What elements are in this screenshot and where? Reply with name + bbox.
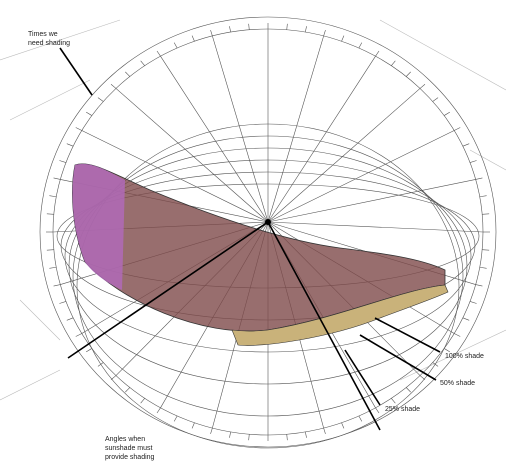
annotation: provide shading xyxy=(105,454,155,461)
grid-line xyxy=(391,60,396,66)
grid-line xyxy=(75,333,82,337)
grid-line xyxy=(191,422,195,429)
grid-line xyxy=(46,213,54,215)
grid-line xyxy=(405,387,411,393)
grid-line xyxy=(454,333,461,337)
grid-line xyxy=(462,317,470,321)
grid-line xyxy=(85,348,93,353)
grid-line xyxy=(53,284,61,287)
grid-line xyxy=(341,422,345,429)
grid-line xyxy=(454,127,461,131)
grid-line xyxy=(125,387,131,393)
annotation: 100% shade xyxy=(445,353,484,360)
grid-line xyxy=(66,317,74,321)
grid-line xyxy=(140,398,145,404)
grid-line xyxy=(248,23,250,30)
grid-line xyxy=(482,249,490,251)
grid-line xyxy=(59,160,67,163)
grid-line xyxy=(53,177,61,180)
grid-line xyxy=(305,26,307,33)
grid-line xyxy=(405,71,411,77)
grid-line xyxy=(479,266,487,269)
grid-line xyxy=(462,143,470,147)
grid-line xyxy=(49,195,57,198)
grid-line xyxy=(140,60,145,66)
grid-line xyxy=(248,434,250,441)
annotation: need shading xyxy=(28,40,70,47)
annotation: sunshade must xyxy=(105,445,153,452)
grid-line xyxy=(49,266,57,269)
annotation: Angles when xyxy=(105,436,145,443)
grid-line xyxy=(475,284,483,287)
annotation: Times we xyxy=(28,31,58,38)
grid-line xyxy=(323,427,326,434)
grid-line xyxy=(305,431,307,438)
grid-line xyxy=(68,147,468,385)
grid-line xyxy=(229,431,231,438)
grid-line xyxy=(419,83,426,89)
grid-line xyxy=(110,83,117,89)
grid-line xyxy=(212,35,269,223)
grid-line xyxy=(75,127,82,131)
grid-line xyxy=(432,362,439,367)
grid-line xyxy=(229,26,231,33)
background-map xyxy=(0,19,506,401)
grid-line xyxy=(156,407,161,414)
grid-line xyxy=(358,415,363,422)
grid-line xyxy=(482,213,490,215)
grid-line xyxy=(59,301,67,304)
grid-line xyxy=(341,35,345,42)
grid-line xyxy=(443,111,451,116)
shade-band-purple xyxy=(72,163,125,290)
grid-line xyxy=(72,135,464,417)
grid-line xyxy=(443,348,451,353)
grid-line xyxy=(267,56,376,223)
grid-line xyxy=(97,362,104,367)
grid-line xyxy=(97,97,104,102)
grid-line xyxy=(64,159,472,353)
grid-line xyxy=(479,195,487,198)
grid-line xyxy=(46,249,54,251)
grid-line xyxy=(267,179,476,223)
grid-line xyxy=(267,130,455,223)
grid-line xyxy=(267,88,421,223)
grid-line xyxy=(173,42,178,49)
grid-line xyxy=(323,30,326,37)
grid-line xyxy=(419,375,426,381)
grid-line xyxy=(81,130,269,223)
grid-line xyxy=(210,427,213,434)
grid-line xyxy=(286,434,288,441)
grid-line xyxy=(432,97,439,102)
grid-line xyxy=(160,56,269,223)
outer-ring xyxy=(39,16,497,448)
shade-band-50 xyxy=(231,284,449,346)
grid-line xyxy=(475,177,483,180)
grid-line xyxy=(191,35,195,42)
grid-line xyxy=(125,71,131,77)
grid-line xyxy=(85,111,93,116)
map-lines xyxy=(0,19,506,401)
grid-line xyxy=(391,398,396,404)
grid-line xyxy=(358,42,363,49)
grid-line xyxy=(173,415,178,422)
grid-line xyxy=(469,160,477,163)
grid-line xyxy=(267,35,324,223)
grid-line xyxy=(286,23,288,30)
pointer-lines xyxy=(59,47,441,431)
annotation: 50% shade xyxy=(440,380,475,387)
grid-line xyxy=(375,407,380,414)
grid-line xyxy=(469,301,477,304)
grid-line xyxy=(76,123,460,449)
grid-line xyxy=(115,88,269,223)
grid-line xyxy=(210,30,213,37)
grid-line xyxy=(110,375,117,381)
grid-line xyxy=(375,50,380,57)
annotation: 25% shade xyxy=(385,406,420,413)
grid-line xyxy=(156,50,161,57)
grid-line xyxy=(66,143,74,147)
